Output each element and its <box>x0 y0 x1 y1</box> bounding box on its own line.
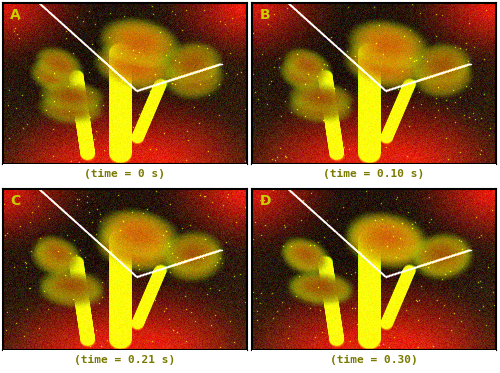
Text: (time = 0.10 s): (time = 0.10 s) <box>324 169 424 179</box>
Text: D: D <box>260 194 271 208</box>
Text: C: C <box>10 194 20 208</box>
Text: (time = 0.21 s): (time = 0.21 s) <box>74 355 176 365</box>
Text: (time = 0 s): (time = 0 s) <box>84 169 166 179</box>
Text: (time = 0.30): (time = 0.30) <box>330 355 418 365</box>
Text: B: B <box>260 8 270 22</box>
Text: A: A <box>10 8 21 22</box>
